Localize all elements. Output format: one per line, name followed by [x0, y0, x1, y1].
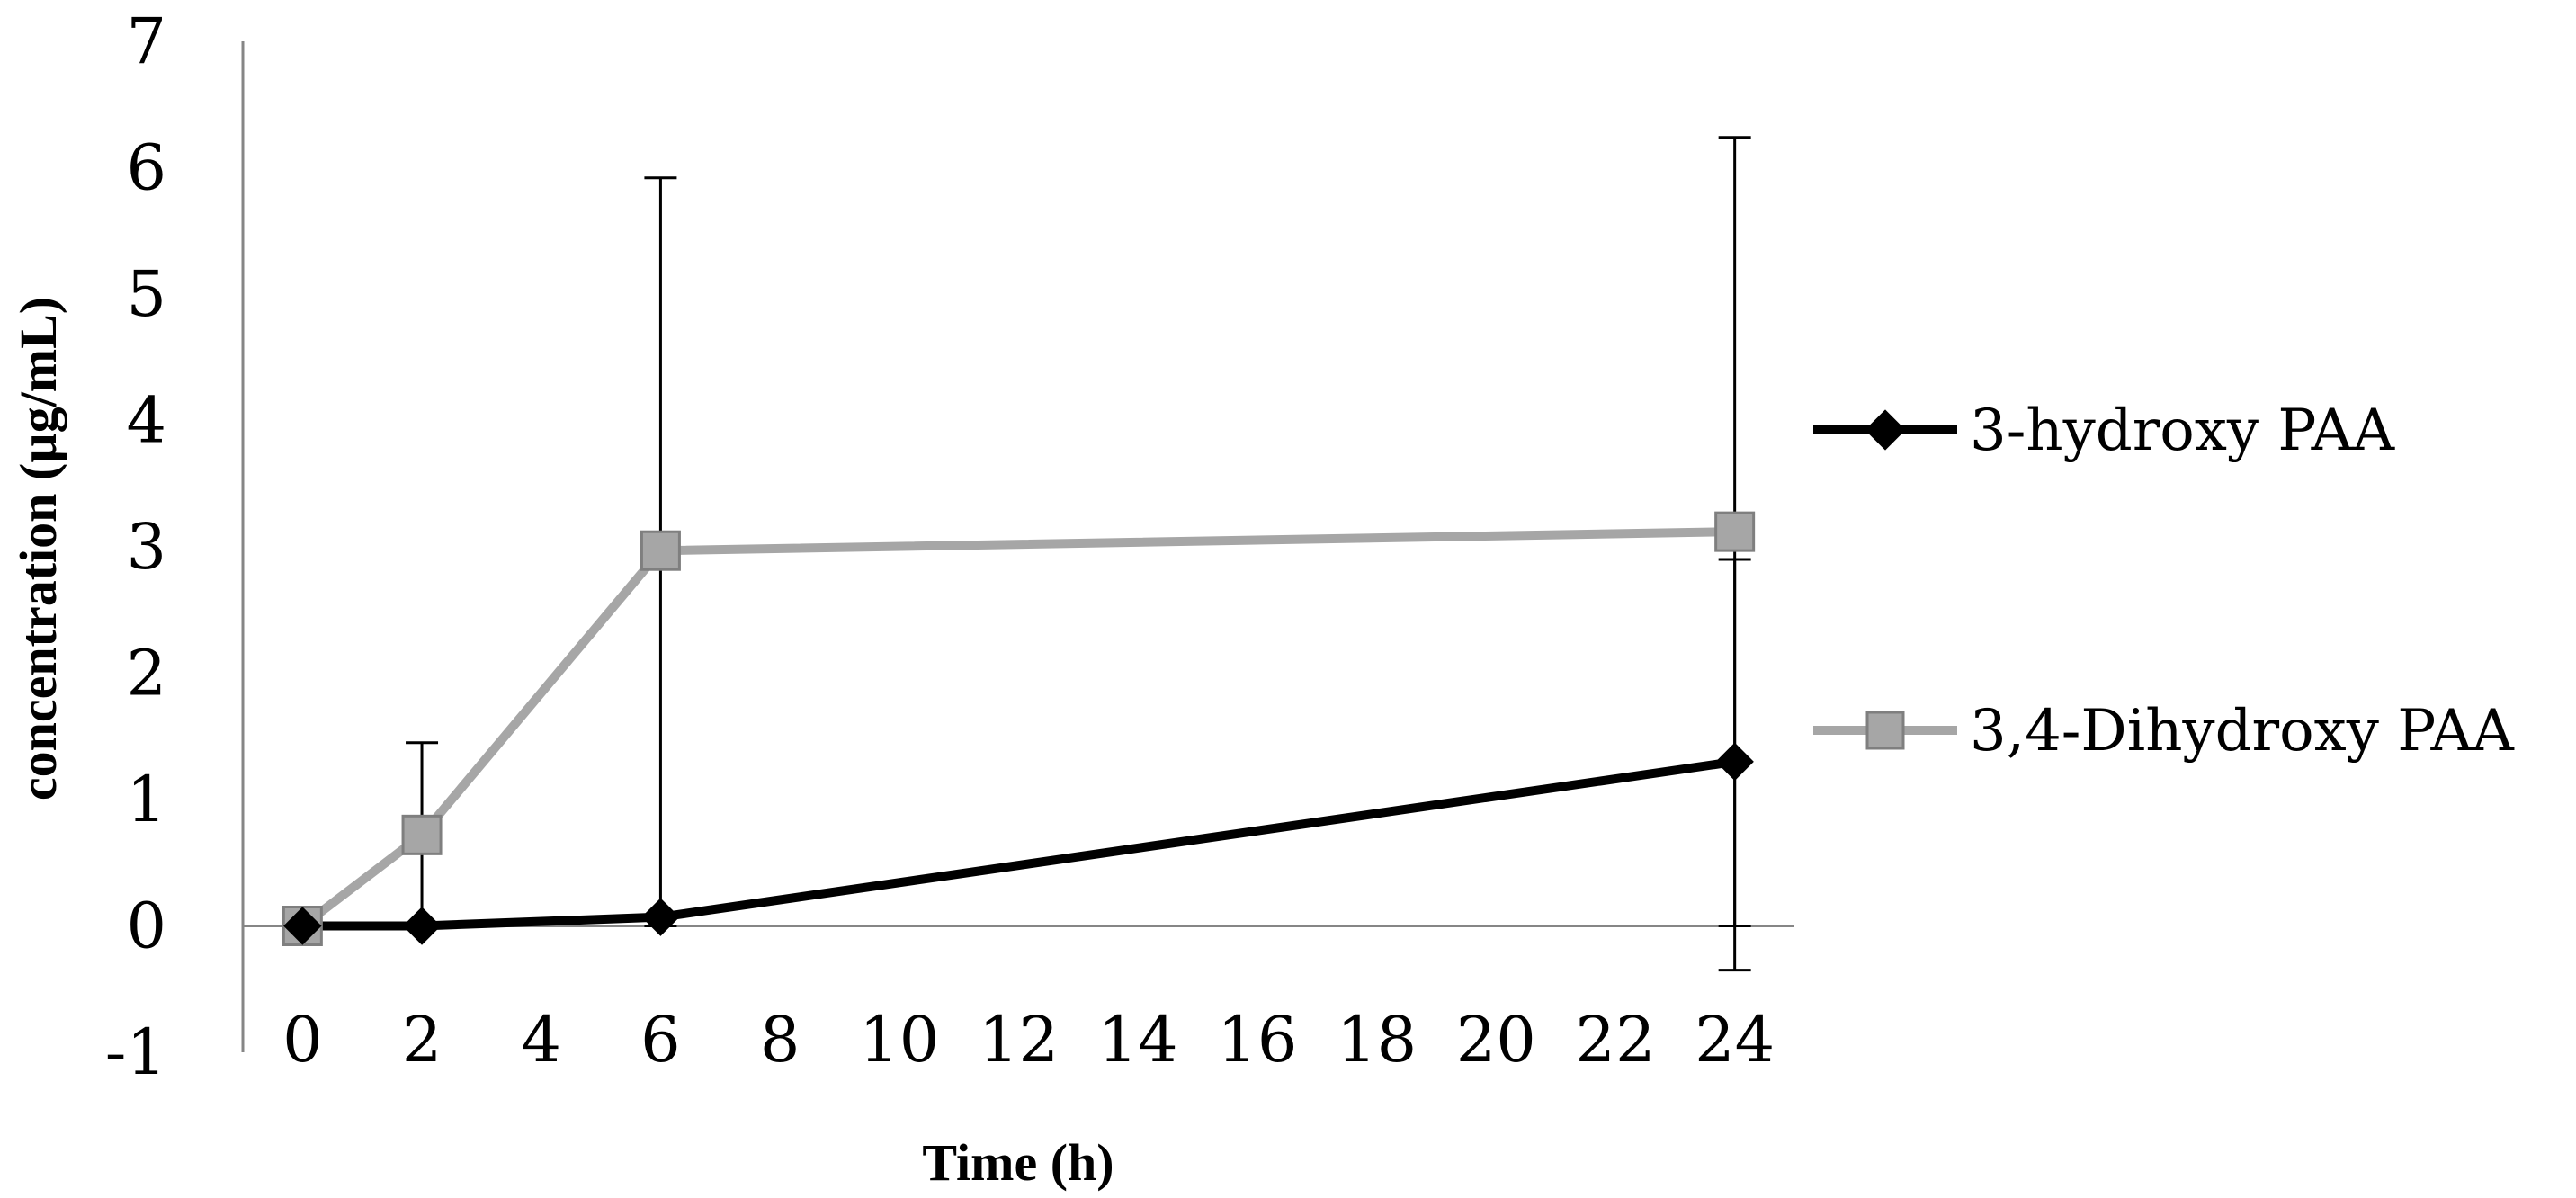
- y-tick-label: 7: [126, 4, 166, 78]
- marker-3-hydroxy-paa: [402, 907, 442, 945]
- error-bars: [406, 136, 1751, 972]
- y-tick-label: -1: [105, 1015, 166, 1089]
- x-tick-label: 0: [282, 1003, 323, 1077]
- legend-item-34-dihydroxy-paa: 3,4-Dihydroxy PAA: [1813, 698, 2515, 764]
- legend-label-3-hydroxy-paa: 3-hydroxy PAA: [1970, 398, 2395, 464]
- legend-label-34-dihydroxy-paa: 3,4-Dihydroxy PAA: [1970, 698, 2515, 764]
- series-line-3-4-dihydroxy-paa: [300, 527, 1735, 930]
- y-axis-title: concentration (µg/mL): [9, 297, 67, 800]
- marker-3-hydroxy-paa: [1715, 742, 1754, 782]
- legend-marker-34-dihydroxy-paa: [1865, 711, 1905, 750]
- x-tick-label: 10: [859, 1003, 939, 1077]
- y-tick-labels: -1 0 1 2 3 4 5 6 7: [105, 4, 166, 1089]
- markers: [282, 511, 1756, 946]
- x-tick-label: 2: [402, 1003, 443, 1077]
- x-tick-label: 22: [1575, 1003, 1655, 1077]
- y-tick-label: 4: [126, 384, 166, 458]
- legend-item-3-hydroxy-paa: 3-hydroxy PAA: [1813, 398, 2395, 464]
- x-tick-label: 8: [760, 1003, 801, 1077]
- x-tick-label: 14: [1098, 1003, 1178, 1077]
- legend-marker-3-hydroxy-paa: [1865, 409, 1906, 451]
- marker-3-4-dihydroxy-paa: [640, 530, 681, 571]
- x-tick-label: 4: [521, 1003, 561, 1077]
- x-tick-label: 18: [1337, 1003, 1417, 1077]
- marker-3-4-dihydroxy-paa: [1714, 511, 1756, 552]
- y-tick-label: 0: [126, 890, 166, 963]
- x-tick-label: 24: [1695, 1003, 1775, 1077]
- y-tick-label: 2: [126, 637, 166, 711]
- series-lines: [300, 527, 1736, 931]
- legend: 3-hydroxy PAA 3,4-Dihydroxy PAA: [1813, 398, 2515, 764]
- y-tick-label: 1: [126, 763, 166, 836]
- x-axis-title: Time (h): [922, 1133, 1114, 1192]
- y-tick-label: 5: [126, 257, 166, 331]
- x-tick-labels: 0 2 4 6 8 10 12 14 16 18 20 22 24: [282, 1003, 1775, 1077]
- series-line-3-hydroxy-paa: [302, 756, 1736, 931]
- y-tick-label: 6: [126, 131, 166, 205]
- x-tick-label: 20: [1456, 1003, 1536, 1077]
- y-tick-label: 3: [126, 510, 166, 584]
- marker-3-hydroxy-paa: [641, 898, 680, 936]
- marker-3-4-dihydroxy-paa: [401, 814, 443, 855]
- x-tick-label: 16: [1217, 1003, 1297, 1077]
- x-tick-label: 6: [640, 1003, 681, 1077]
- x-tick-label: 12: [979, 1003, 1059, 1077]
